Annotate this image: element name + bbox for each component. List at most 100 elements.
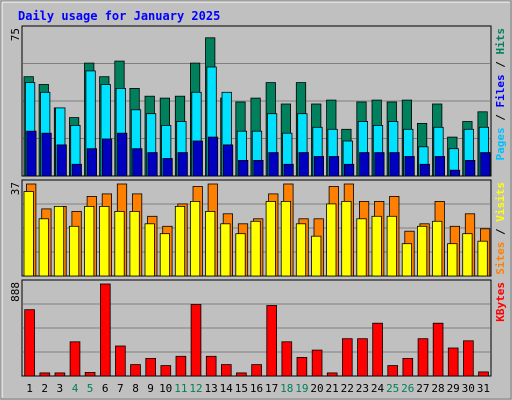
bar-sites-day-28 [432,220,443,277]
bar-kbytes-day-4 [69,341,81,377]
bar-pages-day-30 [465,159,476,177]
bar-sites-day-22 [341,200,352,277]
x-tick-label-day-18: 18 [280,382,293,395]
x-tick-label-day-13: 13 [204,382,217,395]
bar-kbytes-day-15 [236,372,247,377]
panel-kbytes: 888 KBytes [9,279,507,377]
x-tick-label-day-14: 14 [220,382,234,395]
x-tick-label-day-19: 19 [295,382,308,395]
bar-kbytes-day-26 [402,357,414,377]
bar-pages-day-17 [268,152,279,177]
x-tick-label-day-24: 24 [371,382,385,395]
x-tick-label-day-17: 17 [265,382,278,395]
bar-sites-day-7 [114,210,125,277]
bar-kbytes-day-14 [220,364,232,377]
legend-separator: / [494,55,507,75]
panel-visits-sites: 37 Sites / Visits [9,179,507,277]
bar-pages-day-1 [26,130,37,177]
bar-kbytes-day-13 [205,355,217,377]
bar-kbytes-day-17 [266,305,277,377]
bar-kbytes-day-30 [463,340,474,377]
bar-pages-day-22 [343,163,355,177]
bar-kbytes-day-11 [175,355,187,377]
bar-kbytes-day-16 [251,364,262,377]
bar-kbytes-day-21 [326,372,338,377]
x-tick-label-day-26: 26 [401,382,414,395]
bar-pages-day-2 [41,132,52,177]
bar-kbytes-day-23 [357,338,368,377]
x-tick-label-day-29: 29 [447,382,460,395]
bar-pages-day-27 [419,163,430,177]
bar-kbytes-day-22 [341,338,353,377]
bar-pages-day-26 [404,156,415,177]
bar-pages-day-7 [117,132,128,177]
bar-sites-day-5 [84,205,95,277]
bar-sites-day-29 [447,243,458,277]
bar-pages-day-5 [86,148,97,177]
legend-visits: Visits [494,182,507,222]
x-tick-label-day-11: 11 [174,382,187,395]
bar-kbytes-day-2 [39,372,51,377]
x-tick-label-day-21: 21 [325,382,338,395]
bar-pages-day-16 [253,159,264,177]
x-tick-label-day-6: 6 [102,382,109,395]
legend-pages: Pages [494,127,507,160]
bar-kbytes-day-7 [115,345,126,377]
bar-pages-day-31 [480,152,491,177]
bar-sites-day-4 [69,225,80,277]
legend-sites: Sites [494,242,507,275]
bar-kbytes-day-29 [447,347,459,377]
bar-pages-day-20 [313,156,325,177]
legend-kbytes: KBytes [494,282,507,322]
x-tick-label-day-10: 10 [159,382,172,395]
max-label-hits-files-pages: 75 [9,28,22,41]
x-tick-label-day-15: 15 [235,382,248,395]
max-label-visits-sites: 37 [9,182,22,195]
x-tick-label-day-30: 30 [462,382,475,395]
x-tick-label-day-2: 2 [41,382,48,395]
bar-pages-day-3 [56,144,67,177]
bar-sites-day-25 [386,215,397,277]
x-tick-label-day-8: 8 [132,382,139,395]
x-tick-label-day-3: 3 [56,382,63,395]
bar-sites-day-20 [311,235,322,277]
x-tick-label-day-31: 31 [477,382,490,395]
x-tick-label-day-27: 27 [416,382,429,395]
bar-pages-day-18 [283,163,294,177]
bar-pages-day-6 [102,138,113,177]
bar-pages-day-12 [192,140,203,177]
bar-kbytes-day-18 [281,341,293,377]
bar-kbytes-day-19 [296,356,308,377]
bar-sites-day-12 [189,200,201,277]
bar-sites-day-10 [159,233,170,277]
max-label-kbytes: 888 [9,282,22,302]
x-tick-label-day-23: 23 [356,382,369,395]
bar-sites-day-15 [235,233,246,277]
bar-pages-day-19 [298,152,309,177]
legend-separator: / [494,108,507,128]
bar-sites-day-30 [462,233,473,277]
bar-pages-day-8 [132,148,143,177]
bar-pages-day-28 [434,156,446,177]
bar-pages-day-24 [374,152,385,177]
bar-pages-day-13 [207,136,219,177]
bar-kbytes-day-24 [372,322,383,377]
bar-kbytes-day-3 [54,372,66,377]
bar-pages-day-29 [449,169,461,177]
legend-separator: / [494,222,507,242]
x-tick-label-day-20: 20 [310,382,323,395]
bar-sites-day-19 [295,223,307,277]
bar-sites-day-16 [250,220,261,277]
x-tick-label-day-25: 25 [386,382,399,395]
panels-layer: 75 Pages / Files / Hits 37 Sites / Visits 88… [9,25,507,377]
bar-sites-day-26 [401,243,413,277]
bar-pages-day-9 [147,152,158,177]
bar-sites-day-1 [23,191,34,277]
bar-sites-day-31 [477,240,488,277]
x-tick-labels: 1 2 3 4 5 6 7 8 9 10 11 12 13 14 15 16 17 18 19 20 21 22 23 24 2… [26,382,490,395]
bar-sites-day-3 [53,205,65,277]
bar-sites-day-2 [38,218,49,277]
x-tick-label-day-7: 7 [117,382,124,395]
x-tick-label-day-5: 5 [87,382,94,395]
